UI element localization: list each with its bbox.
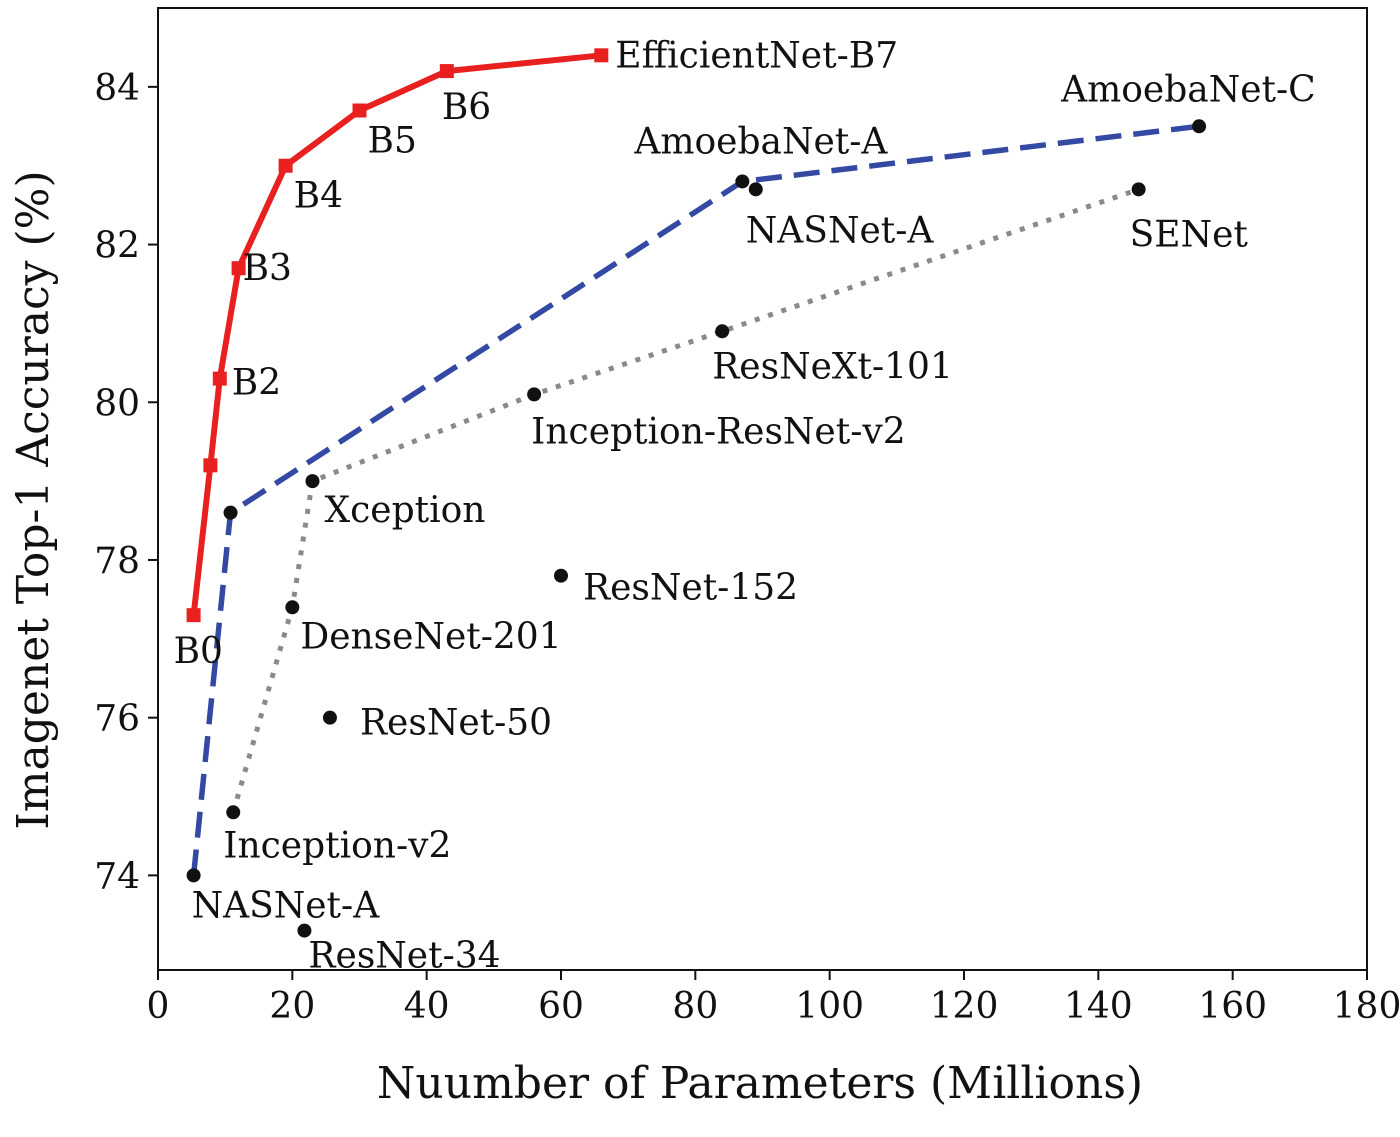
y-tick-label: 80	[94, 383, 140, 424]
point-label: AmoebaNet-A	[633, 121, 888, 162]
x-tick-label: 120	[930, 986, 999, 1027]
point-label: ResNeXt-101	[712, 346, 953, 387]
data-point	[594, 48, 609, 63]
marker-layer	[186, 48, 1207, 938]
point-label: SENet	[1130, 214, 1249, 255]
data-point	[203, 458, 218, 473]
data-point	[748, 182, 763, 197]
data-point	[223, 505, 238, 520]
data-point	[322, 710, 337, 725]
y-tick-label: 76	[94, 699, 140, 740]
data-point	[212, 371, 227, 386]
data-point	[278, 158, 293, 173]
point-label: B2	[232, 363, 281, 404]
point-label: B4	[294, 176, 343, 217]
point-label: DenseNet-201	[300, 616, 561, 657]
data-point	[1131, 182, 1146, 197]
plot-frame	[157, 7, 1368, 971]
x-axis-title: Nuumber of Parameters (Millions)	[377, 1058, 1143, 1109]
point-label: ResNet-50	[360, 703, 552, 744]
point-label: B5	[368, 121, 417, 162]
x-tick-label: 140	[1064, 986, 1133, 1027]
point-label: EfficientNet-B7	[615, 35, 898, 76]
x-tick-label: 160	[1198, 986, 1267, 1027]
point-label: Inception-ResNet-v2	[531, 411, 905, 452]
data-point	[285, 600, 300, 615]
point-label: Inception-v2	[223, 825, 451, 866]
x-tick-label: 20	[269, 986, 315, 1027]
series-line-nas	[190, 123, 1200, 876]
point-label: Xception	[324, 490, 485, 531]
point-label: B3	[243, 248, 292, 289]
x-tick-label: 0	[147, 986, 170, 1027]
y-tick-label: 74	[94, 856, 140, 897]
x-tick-label: 100	[795, 986, 864, 1027]
y-tick-label: 82	[94, 226, 140, 267]
series-layer	[190, 52, 1200, 876]
point-label: B0	[174, 631, 223, 672]
y-tick-label: 78	[94, 541, 140, 582]
data-point	[735, 174, 750, 189]
data-point	[226, 805, 241, 820]
data-point	[297, 923, 312, 938]
point-label: B6	[442, 87, 491, 128]
data-point	[527, 387, 542, 402]
data-point	[186, 868, 201, 883]
x-tick-label: 180	[1333, 986, 1400, 1027]
data-point	[439, 64, 454, 79]
point-label: ResNet-152	[583, 568, 798, 609]
data-point	[352, 103, 367, 118]
data-point	[1192, 119, 1207, 134]
data-point	[305, 474, 320, 489]
x-tick-label: 80	[672, 986, 718, 1027]
point-label: NASNet-A	[192, 885, 381, 926]
point-label: NASNet-A	[746, 210, 935, 251]
y-axis-title: Imagenet Top-1 Accuracy (%)	[8, 170, 59, 829]
data-point	[186, 608, 201, 623]
data-point	[231, 261, 246, 276]
data-point	[715, 324, 730, 339]
series-line-efficientnet	[190, 52, 602, 616]
y-tick-label: 84	[94, 68, 140, 109]
x-tick-label: 40	[404, 986, 450, 1027]
x-tick-label: 60	[538, 986, 584, 1027]
data-point	[554, 568, 568, 583]
axis-layer: 0 20 40 60 80 100 120 140 160 180 74 76 78 80 82 84	[94, 7, 1400, 1027]
point-label: AmoebaNet-C	[1060, 69, 1316, 110]
